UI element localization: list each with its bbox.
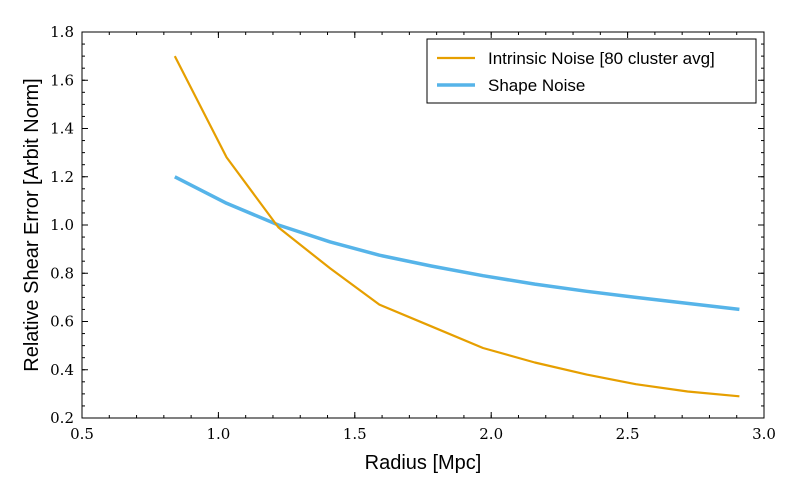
x-tick-label: 1.5 [343, 425, 367, 443]
legend-label-shape-noise: Shape Noise [488, 76, 585, 95]
x-tick-label: 1.0 [206, 425, 230, 443]
x-tick-label: 0.5 [70, 425, 94, 443]
x-tick-label: 2.5 [616, 425, 640, 443]
x-tick-label: 3.0 [752, 425, 776, 443]
y-tick-label: 1.6 [50, 71, 74, 89]
series [173, 55, 740, 398]
y-tick-label: 1.8 [50, 23, 74, 41]
legend-box [426, 38, 757, 104]
y-tick-label: 1.4 [50, 120, 74, 138]
y-tick-label: 0.6 [50, 313, 74, 331]
y-tick-label: 0.8 [50, 264, 74, 282]
y-tick-label: 1.0 [50, 216, 74, 234]
ticks: 0.5 1.0 1.5 2.0 2.5 3.0 0.2 0.4 0.6 0.8 1.0 1.2 1.4 1… [50, 23, 776, 443]
y-tick-label: 0.2 [50, 409, 74, 427]
legend: Intrinsic Noise [80 cluster avg] Shape No… [426, 38, 757, 104]
y-tick-label: 1.2 [50, 168, 74, 186]
legend-label-intrinsic-noise: Intrinsic Noise [80 cluster avg] [488, 49, 715, 68]
y-tick-label: 0.4 [50, 361, 74, 379]
plot-frame [81, 31, 765, 419]
y-axis-label: Relative Shear Error [Arbit Norm] [21, 78, 43, 371]
series-line-shape-noise [174, 175, 740, 312]
series-line-intrinsic-noise [173, 55, 740, 398]
x-tick-label: 2.0 [479, 425, 503, 443]
x-axis-label: Radius [Mpc] [365, 452, 482, 474]
